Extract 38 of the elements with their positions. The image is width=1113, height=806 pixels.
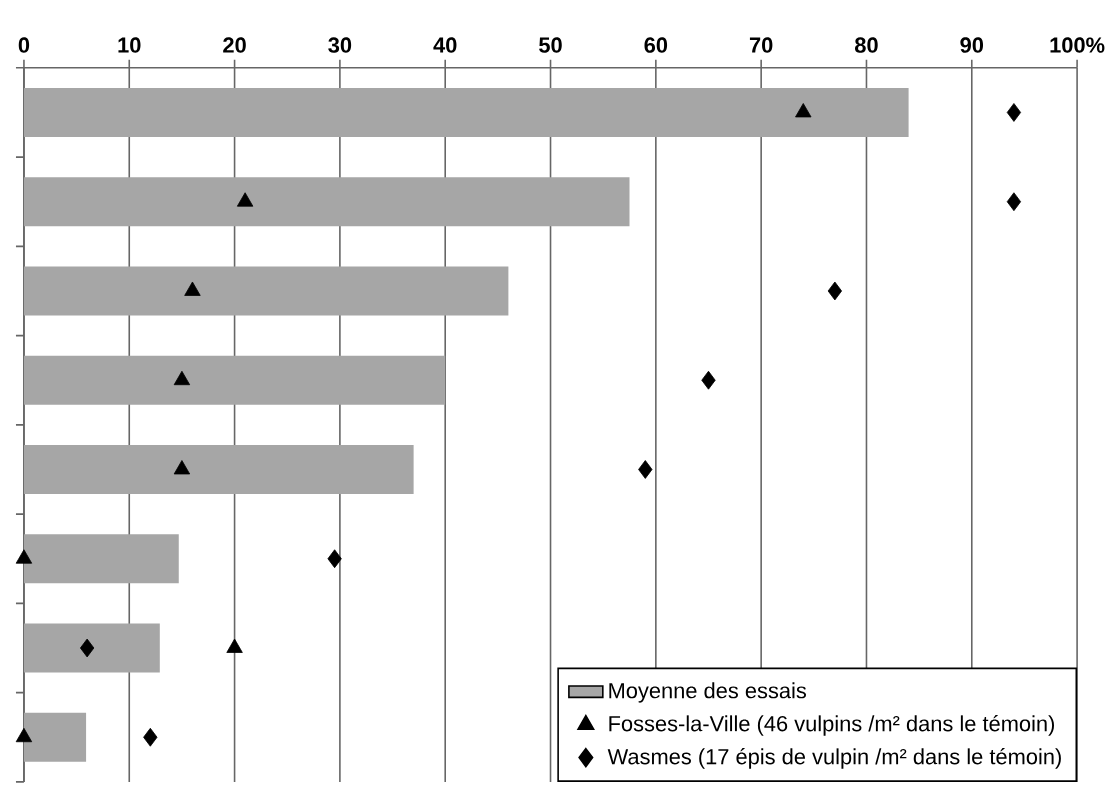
legend-label: Moyenne des essais bbox=[609, 682, 807, 703]
bar bbox=[23, 445, 414, 495]
bar bbox=[23, 266, 509, 316]
point bbox=[1006, 103, 1022, 122]
bar bbox=[23, 623, 160, 673]
x-tick-label: 80 bbox=[855, 37, 878, 53]
x-tick-label: 60 bbox=[644, 37, 668, 53]
point bbox=[15, 549, 33, 564]
point bbox=[15, 727, 33, 743]
point bbox=[226, 638, 243, 653]
bar bbox=[23, 355, 446, 405]
point bbox=[236, 192, 254, 207]
point bbox=[327, 549, 342, 569]
x-tick-label: 20 bbox=[223, 37, 246, 53]
point bbox=[173, 370, 191, 386]
bar bbox=[23, 177, 630, 227]
x-tick-label: 0 bbox=[18, 37, 30, 53]
x-tick-label: 10 bbox=[118, 37, 141, 53]
point bbox=[701, 370, 716, 390]
x-tick-label: 70 bbox=[749, 37, 773, 53]
point bbox=[143, 727, 158, 747]
point bbox=[184, 281, 201, 296]
x-tick-label: 100% bbox=[1050, 37, 1105, 53]
x-tick-label: 40 bbox=[433, 37, 457, 53]
bar bbox=[23, 712, 87, 762]
x-tick-label: 90 bbox=[960, 37, 984, 53]
point bbox=[173, 460, 191, 475]
bar bbox=[23, 534, 179, 584]
point bbox=[80, 638, 95, 658]
x-tick-label: 30 bbox=[328, 37, 352, 53]
x-tick-label: 50 bbox=[539, 37, 562, 53]
point bbox=[795, 103, 812, 118]
legend-label: Fosses-la-Ville (46 vulpins /m² dans le témoin) bbox=[609, 715, 1054, 736]
point bbox=[638, 460, 653, 479]
legend-label: Wasmes (17 épis de vulpin /m² dans le témoin) bbox=[607, 748, 1061, 769]
point bbox=[827, 281, 842, 301]
bar bbox=[23, 88, 909, 138]
point bbox=[1006, 192, 1022, 212]
